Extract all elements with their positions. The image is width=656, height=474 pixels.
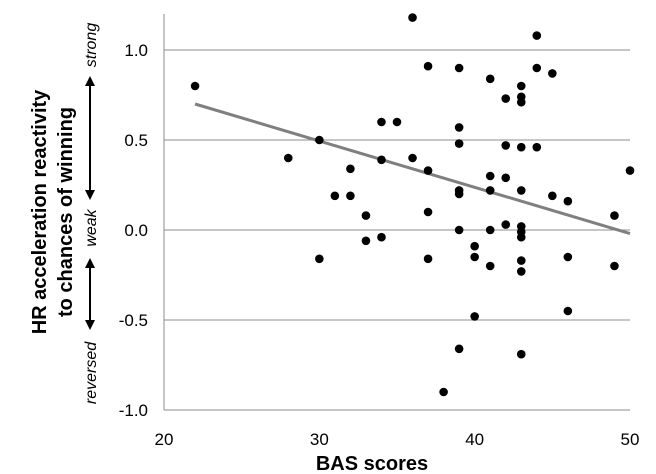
data-point xyxy=(516,349,526,359)
data-point xyxy=(563,306,573,316)
data-point xyxy=(454,189,464,199)
data-point xyxy=(470,252,479,262)
data-point xyxy=(516,267,526,276)
gridlines xyxy=(164,49,630,321)
x-axis-title: BAS scores xyxy=(316,453,428,474)
label-weak: weak xyxy=(83,208,100,246)
data-point xyxy=(423,166,433,175)
data-point xyxy=(190,81,200,91)
data-point xyxy=(485,74,495,84)
data-point xyxy=(485,171,495,181)
data-point xyxy=(610,261,619,271)
data-point xyxy=(516,186,526,195)
data-point xyxy=(501,141,511,150)
data-point xyxy=(532,31,542,40)
axes xyxy=(163,14,630,411)
data-point xyxy=(470,312,479,321)
data-point xyxy=(485,225,495,235)
data-point xyxy=(346,164,355,174)
data-point xyxy=(516,81,526,91)
data-point xyxy=(516,256,526,265)
y-tick-label: -0.5 xyxy=(119,311,148,330)
data-points xyxy=(190,13,635,397)
data-point xyxy=(625,166,635,175)
trendline-group xyxy=(194,102,631,236)
y-tick-label: 1.0 xyxy=(124,41,148,60)
data-point xyxy=(408,13,417,22)
data-point xyxy=(610,211,619,220)
data-point xyxy=(315,254,324,264)
reactivity-scale-annotation: strong weak reversed xyxy=(83,23,100,404)
data-point xyxy=(315,135,324,145)
data-point xyxy=(470,241,479,251)
data-point xyxy=(516,142,526,152)
data-point xyxy=(330,191,340,201)
y-tick-labels: 1.0 0.5 0.0 -0.5 -1.0 xyxy=(119,41,148,420)
data-point xyxy=(454,63,464,73)
arrow-down-head-1 xyxy=(85,190,95,200)
arrow-up-head-1 xyxy=(85,76,95,86)
data-point xyxy=(454,344,464,354)
x-tick-labels: 20 30 40 50 xyxy=(155,430,640,449)
data-point xyxy=(501,94,511,103)
data-point xyxy=(563,196,573,206)
label-strong: strong xyxy=(83,23,100,68)
data-point xyxy=(392,117,402,127)
data-point xyxy=(377,232,386,242)
data-point xyxy=(485,186,495,195)
data-point xyxy=(532,142,542,152)
y-tick-label: -1.0 xyxy=(119,401,148,420)
data-point xyxy=(454,139,464,148)
data-point xyxy=(377,117,386,127)
data-point xyxy=(548,69,557,78)
data-point xyxy=(532,63,542,73)
data-point xyxy=(423,254,433,264)
data-point xyxy=(408,153,417,163)
trendline xyxy=(194,102,631,236)
y-axis-title: HR acceleration reactivity to chances of… xyxy=(29,89,77,334)
data-point xyxy=(485,261,495,271)
data-point xyxy=(283,153,293,163)
data-point xyxy=(563,252,573,262)
data-point xyxy=(377,155,386,165)
data-point xyxy=(454,123,464,132)
data-point xyxy=(548,191,557,201)
data-point xyxy=(439,387,448,397)
x-tick-label: 30 xyxy=(310,430,329,449)
y-tick-label: 0.0 xyxy=(124,221,148,240)
data-point xyxy=(361,236,371,246)
data-point xyxy=(454,225,464,235)
data-point xyxy=(501,173,511,183)
x-tick-label: 20 xyxy=(155,430,174,449)
data-point xyxy=(423,207,433,217)
x-tick-label: 50 xyxy=(621,430,640,449)
label-reversed: reversed xyxy=(83,341,100,404)
data-point xyxy=(346,191,355,201)
x-tick-label: 40 xyxy=(465,430,484,449)
y-axis-title-line-1: HR acceleration reactivity xyxy=(29,89,51,334)
y-tick-label: 0.5 xyxy=(124,131,148,150)
arrow-down-head-2 xyxy=(85,320,95,330)
data-point xyxy=(361,211,371,220)
arrow-up-head-2 xyxy=(85,258,95,268)
y-axis-title-line-2: to chances of winning xyxy=(55,107,77,317)
data-point xyxy=(516,232,526,242)
data-point xyxy=(423,61,433,71)
data-point xyxy=(501,220,511,229)
data-point xyxy=(516,97,526,107)
